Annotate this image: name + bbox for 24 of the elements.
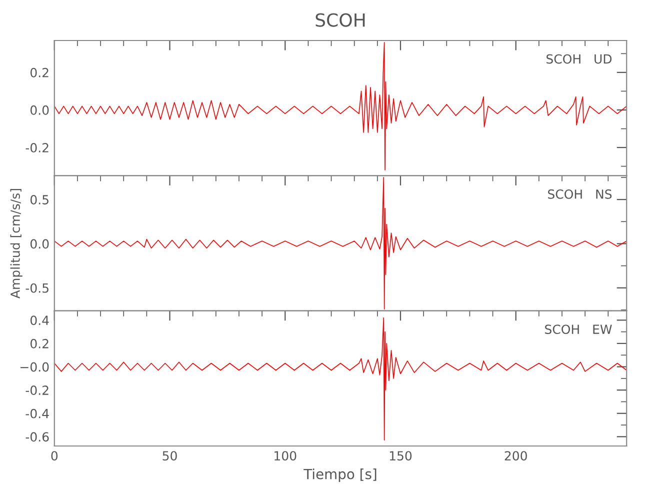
x-tick-label: 100 [274, 451, 296, 461]
x-tick-label: 0 [51, 451, 58, 461]
y-tick-label: -0.2 [26, 142, 48, 152]
annotation: SCOH NS [548, 189, 612, 199]
y-tick-label: 0.2 [30, 338, 48, 348]
y-tick-label: 0.0 [30, 105, 49, 115]
y-tick-label: 0.4 [30, 316, 49, 326]
x-tick-label: 150 [390, 451, 412, 461]
y-tick-label: 0.5 [30, 194, 48, 204]
y-tick-label: 0.2 [30, 68, 48, 78]
x-axis-title: Tiempo [s] [304, 468, 376, 482]
line-series [54, 317, 627, 441]
chart-title: SCOH [316, 13, 365, 27]
y-tick-label: -0.4 [26, 408, 49, 418]
y-tick-label: −0.0 [20, 362, 49, 372]
y-tick-label: -0.6 [26, 432, 49, 442]
annotation: SCOH EW [545, 324, 612, 334]
x-tick-label: 50 [162, 451, 177, 461]
x-tick-label: 200 [504, 451, 527, 461]
y-tick-label: -0.2 [26, 386, 48, 395]
y-axis-title: Amplitud [cm/s/s] [10, 189, 22, 298]
annotation: SCOH UD [546, 54, 612, 64]
y-tick-label: -0.5 [26, 283, 48, 293]
y-tick-label: 0.0 [30, 239, 49, 249]
